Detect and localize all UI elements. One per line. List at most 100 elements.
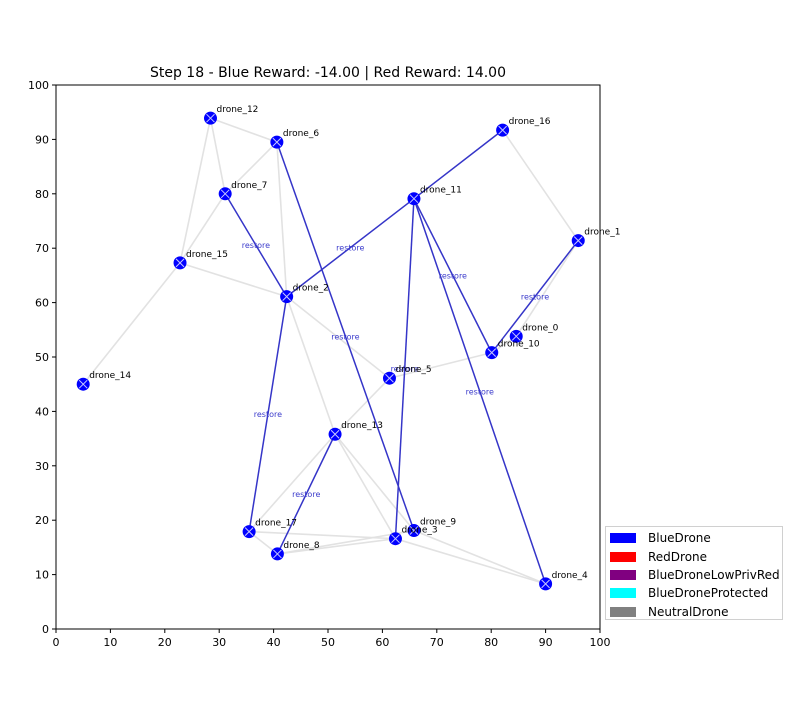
action-edge bbox=[276, 141, 415, 531]
drone-marker-cross bbox=[511, 331, 521, 341]
action-edge bbox=[276, 433, 336, 555]
x-tick-label: 40 bbox=[267, 636, 281, 649]
x-tick-label: 60 bbox=[375, 636, 389, 649]
drone-marker-cross bbox=[175, 258, 185, 268]
legend-label: RedDrone bbox=[648, 549, 708, 564]
legend-item: BlueDroneProtected bbox=[610, 584, 782, 602]
y-tick-label: 90 bbox=[35, 133, 49, 146]
background-edge bbox=[285, 296, 336, 435]
background-edge bbox=[179, 118, 212, 264]
legend-item: BlueDrone bbox=[610, 529, 782, 547]
action-edge bbox=[248, 296, 288, 532]
background-edge bbox=[248, 433, 336, 533]
legend-swatch bbox=[610, 551, 636, 562]
y-tick-label: 0 bbox=[42, 623, 49, 636]
action-edge bbox=[413, 198, 547, 585]
drone-label: drone_8 bbox=[283, 541, 319, 551]
action-edge bbox=[413, 129, 504, 200]
background-edge bbox=[334, 433, 397, 540]
edge-label: restore bbox=[254, 410, 282, 419]
x-axis: 0 10 20 30 40 50 60 70 80 90 100 bbox=[53, 629, 611, 649]
y-axis: 0 10 20 30 40 50 60 70 80 90 100 bbox=[28, 79, 56, 636]
background-edge bbox=[334, 377, 391, 435]
x-tick-label: 70 bbox=[430, 636, 444, 649]
drone-marker-cross bbox=[541, 579, 550, 589]
drone-labels: drone_0 drone_1 drone_2 drone_3 drone_4 drone… bbox=[89, 105, 620, 581]
legend-item: RedDrone bbox=[610, 547, 782, 565]
background-edge bbox=[209, 118, 226, 194]
drone-marker-cross bbox=[498, 125, 507, 135]
drone-label: drone_0 bbox=[522, 323, 558, 333]
y-tick-label: 10 bbox=[35, 569, 49, 582]
drone-label: drone_10 bbox=[498, 340, 540, 350]
y-tick-label: 20 bbox=[35, 514, 49, 527]
drone-marker-cross bbox=[385, 373, 394, 383]
drone-marker-cross bbox=[220, 189, 230, 199]
drone-marker-cross bbox=[273, 549, 282, 559]
edge-label: restore bbox=[391, 365, 419, 374]
action-edge bbox=[394, 198, 415, 539]
y-tick-label: 60 bbox=[35, 297, 49, 310]
background-edge bbox=[82, 262, 181, 385]
drone-label: drone_9 bbox=[420, 518, 456, 528]
drone-label: drone_17 bbox=[255, 519, 297, 529]
drone-label: drone_6 bbox=[283, 129, 319, 139]
drone-marker-cross bbox=[487, 348, 497, 358]
edge-label: restore bbox=[439, 272, 467, 281]
background-edge bbox=[224, 141, 278, 195]
drone-nodes bbox=[76, 111, 585, 591]
drone-marker-cross bbox=[330, 429, 340, 439]
x-tick-label: 30 bbox=[212, 636, 226, 649]
drone-label: drone_3 bbox=[401, 526, 437, 536]
drone-marker-cross bbox=[573, 236, 583, 245]
legend: BlueDrone RedDrone BlueDroneLowPrivRed Blue… bbox=[605, 526, 783, 620]
background-edge bbox=[389, 351, 492, 379]
legend-label: BlueDroneProtected bbox=[648, 586, 769, 601]
drone-label: drone_7 bbox=[231, 181, 267, 191]
x-tick-label: 0 bbox=[53, 636, 60, 649]
drone-label: drone_5 bbox=[395, 365, 431, 375]
background-edge bbox=[210, 117, 278, 143]
action-edge bbox=[491, 240, 579, 354]
drone-marker-cross bbox=[272, 137, 282, 147]
background-edge bbox=[413, 529, 546, 585]
legend-swatch bbox=[610, 533, 636, 544]
drone-label: drone_14 bbox=[89, 371, 131, 381]
drone-label: drone_13 bbox=[341, 421, 383, 431]
x-tick-label: 50 bbox=[321, 636, 335, 649]
drone-label: drone_4 bbox=[552, 571, 588, 581]
y-tick-label: 80 bbox=[35, 188, 49, 201]
x-tick-label: 100 bbox=[590, 636, 611, 649]
drone-marker-cross bbox=[391, 534, 400, 544]
y-tick-label: 50 bbox=[35, 351, 49, 364]
background-edge bbox=[334, 433, 415, 532]
background-edge bbox=[276, 142, 288, 297]
background-edge bbox=[179, 193, 226, 264]
edge-labels: restore restore restore restore restore resto… bbox=[242, 241, 549, 499]
legend-item: BlueDroneLowPrivRed bbox=[610, 566, 782, 584]
legend-label: NeutralDrone bbox=[648, 604, 729, 619]
x-tick-label: 90 bbox=[539, 636, 553, 649]
edge-label: restore bbox=[242, 241, 270, 250]
legend-item: NeutralDrone bbox=[610, 603, 782, 621]
drone-label: drone_15 bbox=[186, 250, 228, 260]
drone-label: drone_12 bbox=[216, 105, 258, 115]
y-tick-label: 30 bbox=[35, 460, 49, 473]
drone-label: drone_11 bbox=[420, 186, 462, 196]
y-tick-label: 70 bbox=[35, 242, 49, 255]
edge-label: restore bbox=[292, 490, 320, 499]
background-edge bbox=[515, 240, 579, 337]
x-tick-label: 10 bbox=[103, 636, 117, 649]
x-tick-label: 20 bbox=[158, 636, 172, 649]
action-edge bbox=[286, 198, 415, 298]
edge-label: restore bbox=[336, 244, 364, 253]
action-edge bbox=[413, 198, 493, 353]
background-edge bbox=[395, 537, 546, 585]
chart-title: Step 18 - Blue Reward: -14.00 | Red Rewa… bbox=[150, 65, 506, 81]
drone-label: drone_2 bbox=[293, 284, 329, 294]
background-edge bbox=[249, 530, 396, 540]
y-tick-label: 40 bbox=[35, 405, 49, 418]
drone-label: drone_16 bbox=[509, 117, 551, 127]
edge-label: restore bbox=[466, 387, 494, 396]
background-edge bbox=[277, 537, 396, 555]
